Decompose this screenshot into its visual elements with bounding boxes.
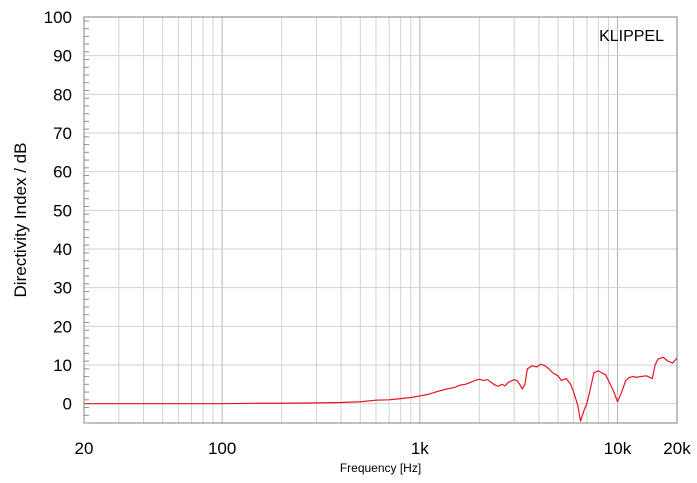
plot-frame bbox=[83, 16, 678, 424]
y-axis-title: Directivity Index / dB bbox=[11, 143, 30, 298]
y-tick-label: 40 bbox=[53, 240, 72, 259]
y-tick-label: 80 bbox=[53, 85, 72, 104]
y-tick-label: 20 bbox=[53, 317, 72, 336]
y-tick-label: 50 bbox=[53, 201, 72, 220]
x-tick-label: 20 bbox=[75, 439, 94, 458]
grid bbox=[84, 17, 677, 423]
x-tick-label: 20k bbox=[663, 439, 691, 458]
y-tick-label: 60 bbox=[53, 163, 72, 182]
tick-labels: 0 10 20 30 40 50 60 70 80 90 100 20 100 1k 10k 20k bbox=[44, 8, 692, 458]
y-tick-label: 30 bbox=[53, 279, 72, 298]
x-axis-title: Frequency [Hz] bbox=[340, 461, 421, 475]
y-tick-label: 90 bbox=[53, 47, 72, 66]
y-tick-label: 100 bbox=[44, 8, 72, 27]
series-line bbox=[84, 356, 678, 422]
tick-marks bbox=[84, 20, 89, 424]
y-tick-label: 70 bbox=[53, 124, 72, 143]
x-tick-label: 10k bbox=[604, 439, 632, 458]
klippel-watermark: KLIPPEL bbox=[599, 28, 664, 45]
series-layer bbox=[84, 356, 678, 422]
y-tick-label: 0 bbox=[63, 395, 72, 414]
y-tick-label: 10 bbox=[53, 356, 72, 375]
x-tick-label: 1k bbox=[411, 439, 429, 458]
x-tick-label: 100 bbox=[208, 439, 236, 458]
